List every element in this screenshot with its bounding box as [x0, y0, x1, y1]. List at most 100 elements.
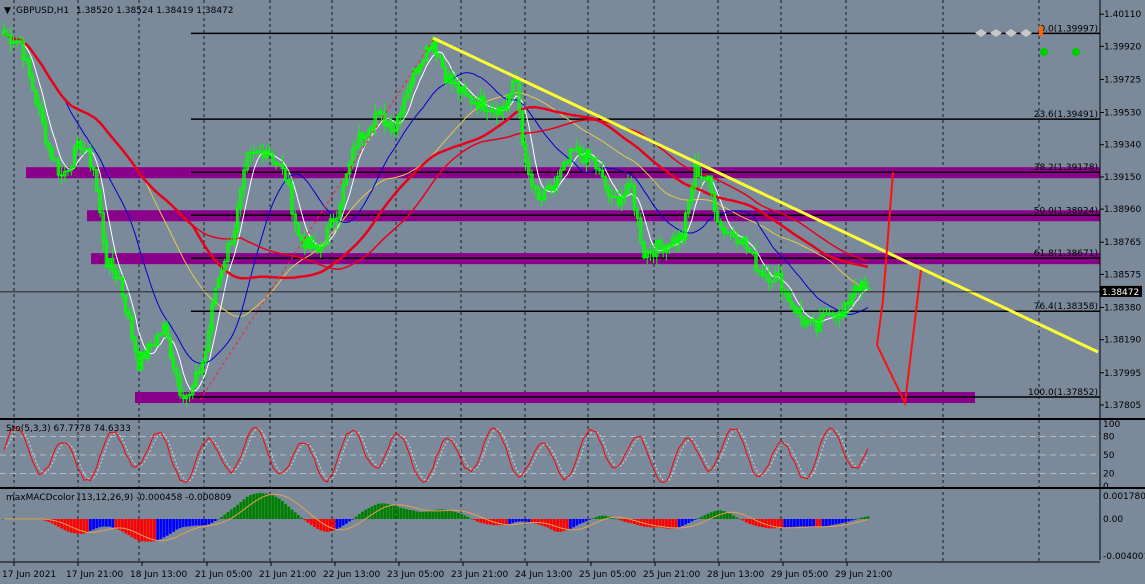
candle-body: [754, 252, 758, 272]
macd-bar: [578, 519, 582, 524]
macd-bar: [44, 519, 47, 521]
macd-bar: [764, 519, 767, 528]
candle-body: [197, 371, 201, 374]
candle-body: [459, 86, 464, 93]
candle-body: [463, 86, 467, 95]
candle-body: [280, 163, 285, 170]
macd-bar: [572, 519, 575, 528]
current-price-label: 1.38472: [1102, 288, 1139, 298]
macd-bar: [284, 503, 287, 519]
macd-bar: [463, 515, 467, 519]
one-click-trade-icons[interactable]: [975, 26, 1080, 56]
macd-bar: [444, 509, 447, 519]
candle-body: [655, 240, 659, 257]
macd-bar: [50, 519, 54, 524]
candle-body: [651, 252, 656, 257]
macd-bar: [265, 493, 268, 519]
macd-bar: [185, 519, 188, 527]
candle-body: [658, 240, 662, 247]
candle-body: [66, 170, 70, 173]
candle-body: [671, 237, 675, 248]
red-projection-up[interactable]: [876, 171, 894, 346]
macd-bar: [396, 506, 399, 519]
macd-bar: [581, 519, 585, 523]
candle-body: [136, 351, 141, 371]
candle-body: [795, 308, 800, 313]
candle-body: [277, 163, 281, 166]
candle-body: [255, 151, 259, 154]
candle-body: [111, 258, 115, 272]
macd-bar: [716, 510, 719, 519]
diamond-icon[interactable]: [990, 29, 1002, 37]
macd-bar: [319, 519, 323, 531]
time-tick-label: 23 Jun 05:00: [387, 570, 444, 580]
macd-bar: [841, 519, 844, 523]
candle-body: [152, 344, 157, 347]
candle-body: [232, 230, 237, 244]
candle-body: [635, 209, 640, 219]
candle-body: [626, 183, 630, 195]
candle-body: [699, 176, 704, 179]
candle-body: [731, 231, 736, 237]
macd-bar: [812, 519, 815, 527]
macd-bar: [169, 519, 172, 534]
time-axis[interactable]: 17 Jun 2021 17 Jun 21:00 18 Jun 13:00 21 Ju…: [2, 562, 892, 580]
macd-bar: [613, 518, 617, 520]
macd-bar: [370, 506, 374, 519]
candle-body: [802, 316, 806, 326]
macd-bar: [146, 519, 150, 542]
candle-body: [827, 313, 832, 316]
candle-body: [88, 148, 93, 168]
candle-body: [543, 187, 547, 201]
macd-bar: [322, 519, 326, 532]
candle-body: [847, 301, 851, 305]
macd-bar: [255, 493, 259, 519]
candle-body: [399, 112, 403, 118]
candle-body: [53, 158, 57, 161]
candle-body: [866, 287, 870, 290]
candle-body: [178, 376, 182, 396]
time-tick-label: 29 Jun 21:00: [835, 570, 892, 580]
candle-body: [242, 169, 246, 189]
candle-body: [815, 320, 819, 332]
candle-body: [712, 191, 717, 212]
macd-bar: [188, 519, 191, 527]
diamond-icon[interactable]: [975, 29, 987, 37]
macd-bar: [850, 519, 854, 521]
candle-body: [619, 197, 624, 206]
macd-bar: [303, 519, 307, 521]
candle-body: [200, 361, 205, 374]
macd-bar: [745, 519, 748, 523]
price-tick-label: 1.38765: [1104, 238, 1141, 248]
macd-bar: [514, 519, 518, 522]
macd-histogram: [2, 493, 870, 542]
alert-icon[interactable]: [1039, 26, 1043, 36]
macd-bar: [693, 519, 697, 520]
red-projection-down[interactable]: [876, 269, 922, 407]
candle-body: [248, 152, 253, 155]
diamond-icon[interactable]: [1005, 29, 1017, 37]
diamond-icon[interactable]: [1020, 29, 1032, 37]
macd-bar: [89, 519, 92, 531]
macd-bar: [181, 519, 185, 528]
macd-bar: [729, 513, 732, 519]
macd-bar: [517, 519, 521, 522]
time-tick-label: 29 Jun 05:00: [771, 570, 828, 580]
fib-level-label: 38.2(1.39178): [1034, 163, 1098, 173]
price-tick-label: 1.40110: [1104, 10, 1141, 20]
candle-body: [107, 258, 112, 268]
candle-body: [296, 223, 301, 236]
macd-bar: [508, 519, 511, 525]
macd-bar: [354, 516, 358, 519]
macd-axis-bottom: -0.004001: [1103, 552, 1145, 562]
macd-bar: [210, 519, 214, 523]
price-tick-label: 1.39725: [1104, 75, 1141, 85]
candle-body: [581, 154, 585, 163]
candle-body: [69, 166, 73, 172]
candle-body: [306, 236, 310, 249]
chevron-down-icon[interactable]: ▼: [4, 6, 11, 16]
fib-level-label: 61.8(1.38671): [1034, 249, 1098, 259]
macd-bar: [172, 519, 175, 532]
yellow-trendline[interactable]: [432, 36, 1099, 354]
